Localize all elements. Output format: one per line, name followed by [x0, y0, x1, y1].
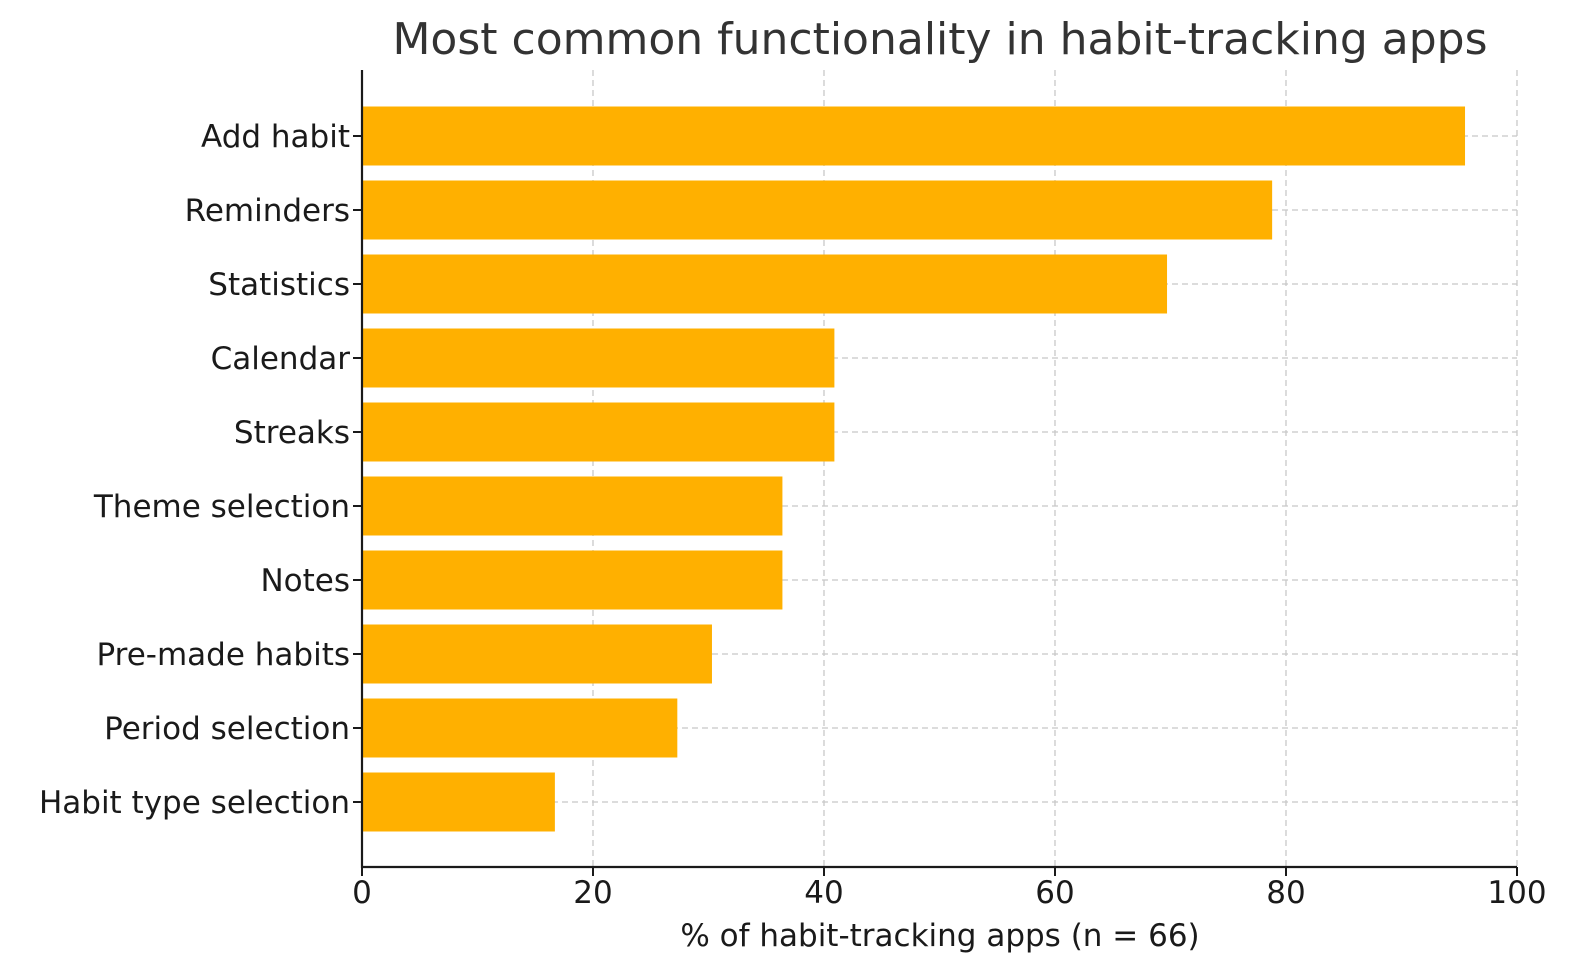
bar	[362, 402, 835, 462]
x-tick-label: 60	[1035, 875, 1074, 911]
bar	[362, 550, 783, 610]
x-tick-label: 40	[804, 875, 843, 911]
category-label: Notes	[260, 563, 350, 599]
category-label: Habit type selection	[39, 785, 350, 821]
bars	[362, 106, 1466, 832]
bar	[362, 254, 1168, 314]
x-tick-label: 80	[1266, 875, 1305, 911]
bar	[362, 624, 712, 684]
category-label: Reminders	[185, 193, 350, 229]
bar	[362, 772, 555, 832]
x-tick-label: 0	[352, 875, 372, 911]
tick-labels: 0 20 40 60 80 100 Add habit Reminders Statistics…	[39, 119, 1547, 911]
category-label: Calendar	[211, 341, 351, 377]
chart-title: Most common functionality in habit-track…	[392, 14, 1487, 65]
category-label: Statistics	[208, 267, 350, 303]
x-axis-label: % of habit-tracking apps (n = 66)	[680, 918, 1199, 954]
axes	[353, 70, 1518, 876]
category-label: Period selection	[104, 711, 350, 747]
bar	[362, 698, 678, 758]
category-label: Streaks	[234, 415, 350, 451]
bar	[362, 476, 783, 536]
bar	[362, 328, 835, 388]
category-label: Add habit	[201, 119, 350, 155]
bar	[362, 180, 1273, 240]
x-tick-label: 100	[1487, 875, 1546, 911]
category-label: Theme selection	[93, 489, 350, 525]
category-label: Pre-made habits	[96, 637, 350, 673]
x-tick-label: 20	[573, 875, 612, 911]
bar	[362, 106, 1466, 166]
